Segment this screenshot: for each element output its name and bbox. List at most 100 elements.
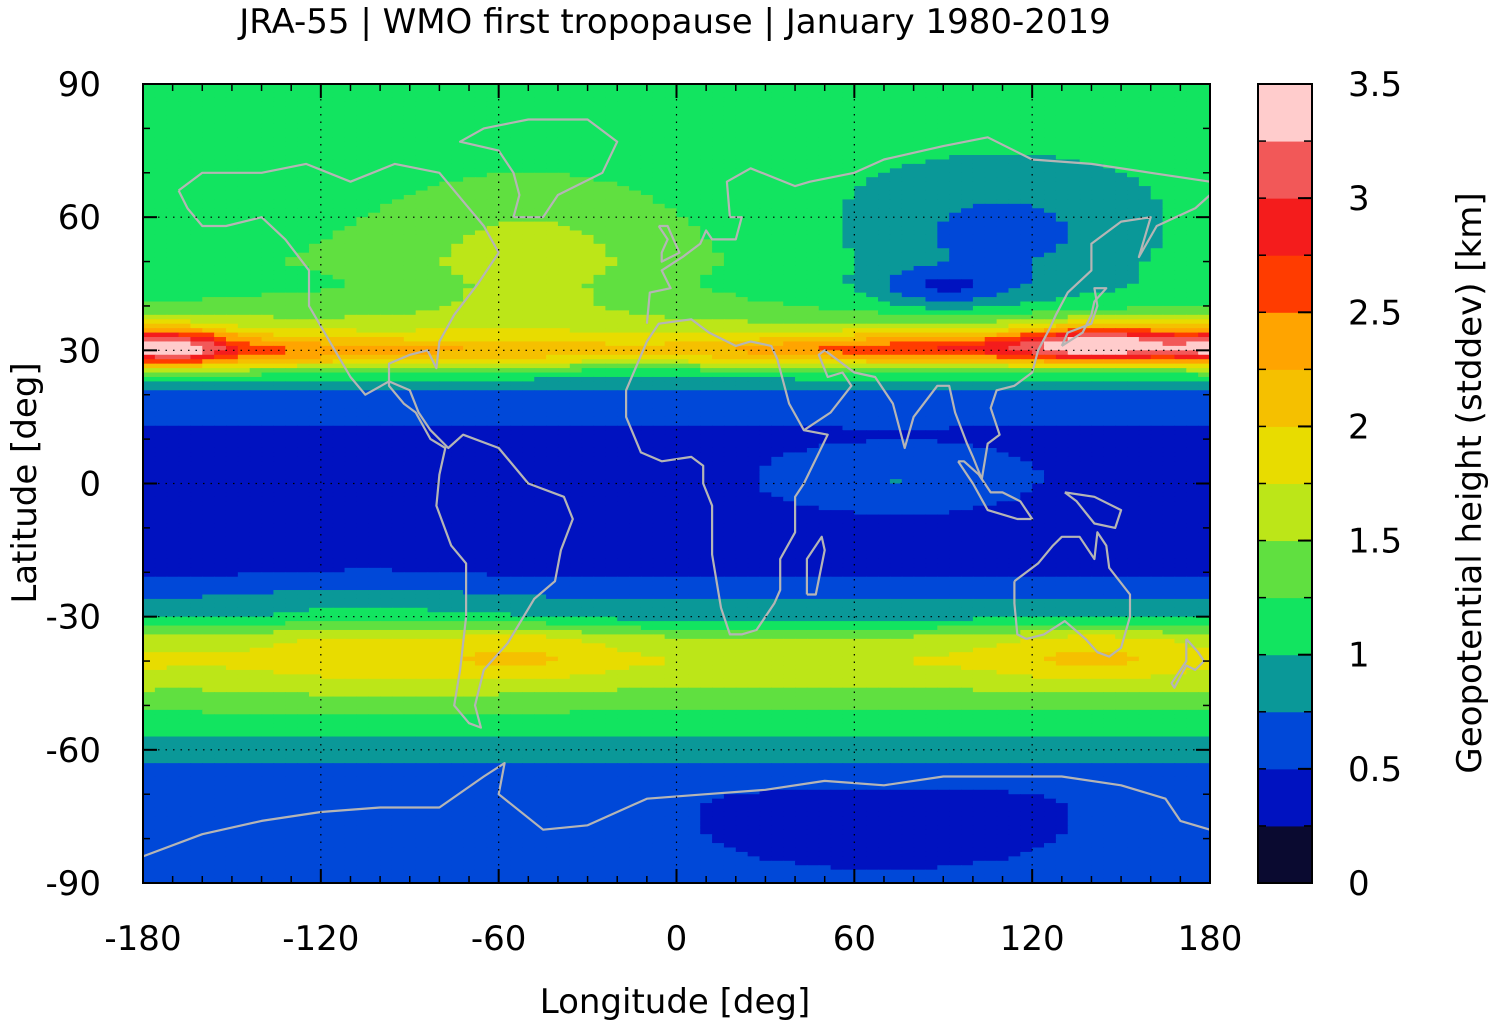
heatmap-cell bbox=[392, 270, 404, 275]
heatmap-cell bbox=[392, 124, 404, 129]
heatmap-cell bbox=[629, 146, 641, 151]
heatmap-cell bbox=[1163, 279, 1175, 284]
heatmap-cell bbox=[1151, 217, 1163, 222]
heatmap-cell bbox=[179, 128, 191, 133]
heatmap-cell bbox=[688, 146, 700, 151]
heatmap-cell bbox=[890, 324, 902, 329]
heatmap-cell bbox=[1008, 186, 1020, 191]
heatmap-cell bbox=[700, 128, 712, 133]
heatmap-cell bbox=[831, 195, 843, 200]
heatmap-cell bbox=[1103, 199, 1115, 204]
heatmap-cell bbox=[594, 306, 606, 311]
heatmap-cell bbox=[1008, 168, 1020, 173]
heatmap-cell bbox=[949, 111, 961, 116]
heatmap-cell bbox=[925, 151, 937, 156]
heatmap-cell bbox=[1044, 182, 1056, 187]
heatmap-cell bbox=[558, 248, 570, 253]
heatmap-cell bbox=[997, 133, 1009, 138]
heatmap-cell bbox=[380, 244, 392, 249]
heatmap-cell bbox=[700, 186, 712, 191]
heatmap-cell bbox=[226, 208, 238, 213]
heatmap-cell bbox=[629, 319, 641, 324]
heatmap-cell bbox=[759, 279, 771, 284]
heatmap-cell bbox=[688, 253, 700, 258]
heatmap-cell bbox=[1103, 297, 1115, 302]
heatmap-cell bbox=[499, 248, 511, 253]
heatmap-cell bbox=[558, 164, 570, 169]
heatmap-cell bbox=[617, 257, 629, 262]
heatmap-cell bbox=[1044, 266, 1056, 271]
heatmap-cell bbox=[558, 270, 570, 275]
heatmap-cell bbox=[949, 213, 961, 218]
heatmap-cell bbox=[748, 217, 760, 222]
heatmap-cell bbox=[380, 208, 392, 213]
heatmap-cell bbox=[1032, 270, 1044, 275]
heatmap-cell bbox=[534, 302, 546, 307]
heatmap-cell bbox=[961, 310, 973, 315]
heatmap-cell bbox=[949, 102, 961, 107]
heatmap-cell bbox=[214, 248, 226, 253]
heatmap-cell bbox=[771, 239, 783, 244]
heatmap-cell bbox=[1080, 230, 1092, 235]
heatmap-cell bbox=[380, 204, 392, 209]
heatmap-cell bbox=[594, 204, 606, 209]
heatmap-cell bbox=[1044, 173, 1056, 178]
heatmap-cell bbox=[819, 319, 831, 324]
heatmap-cell bbox=[546, 124, 558, 129]
heatmap-cell bbox=[582, 137, 594, 142]
heatmap-cell bbox=[202, 297, 214, 302]
heatmap-cell bbox=[973, 142, 985, 147]
heatmap-cell bbox=[617, 195, 629, 200]
heatmap-cell bbox=[404, 226, 416, 231]
heatmap-cell bbox=[439, 97, 451, 102]
heatmap-cell bbox=[997, 284, 1009, 289]
heatmap-cell bbox=[890, 159, 902, 164]
heatmap-cell bbox=[605, 208, 617, 213]
heatmap-cell bbox=[831, 279, 843, 284]
heatmap-cell bbox=[475, 137, 487, 142]
heatmap-cell bbox=[842, 230, 854, 235]
heatmap-cell bbox=[1068, 262, 1080, 267]
heatmap-cell bbox=[997, 208, 1009, 213]
heatmap-cell bbox=[1174, 310, 1186, 315]
heatmap-cell bbox=[451, 204, 463, 209]
heatmap-cell bbox=[202, 186, 214, 191]
heatmap-cell bbox=[167, 315, 179, 320]
heatmap-cell bbox=[1151, 199, 1163, 204]
heatmap-cell bbox=[937, 204, 949, 209]
heatmap-cell bbox=[558, 266, 570, 271]
heatmap-cell bbox=[522, 151, 534, 156]
heatmap-cell bbox=[1020, 173, 1032, 178]
heatmap-cell bbox=[392, 288, 404, 293]
heatmap-cell bbox=[475, 288, 487, 293]
heatmap-cell bbox=[795, 164, 807, 169]
heatmap-cell bbox=[179, 111, 191, 116]
heatmap-cell bbox=[997, 288, 1009, 293]
heatmap-cell bbox=[677, 155, 689, 160]
heatmap-cell bbox=[783, 248, 795, 253]
heatmap-cell bbox=[262, 146, 274, 151]
heatmap-cell bbox=[961, 195, 973, 200]
heatmap-cell bbox=[273, 328, 285, 333]
heatmap-cell bbox=[309, 97, 321, 102]
heatmap-cell bbox=[1186, 124, 1198, 129]
heatmap-cell bbox=[368, 124, 380, 129]
heatmap-cell bbox=[748, 182, 760, 187]
heatmap-cell bbox=[451, 222, 463, 227]
heatmap-cell bbox=[1163, 93, 1175, 98]
heatmap-cell bbox=[226, 142, 238, 147]
heatmap-cell bbox=[795, 186, 807, 191]
heatmap-cell bbox=[997, 186, 1009, 191]
heatmap-cell bbox=[629, 111, 641, 116]
heatmap-cell bbox=[1174, 137, 1186, 142]
heatmap-cell bbox=[736, 195, 748, 200]
heatmap-cell bbox=[937, 102, 949, 107]
heatmap-cell bbox=[914, 257, 926, 262]
heatmap-cell bbox=[558, 146, 570, 151]
heatmap-cell bbox=[202, 115, 214, 120]
heatmap-cell bbox=[214, 137, 226, 142]
heatmap-cell bbox=[451, 239, 463, 244]
heatmap-cell bbox=[795, 168, 807, 173]
heatmap-cell bbox=[214, 177, 226, 182]
heatmap-cell bbox=[617, 137, 629, 142]
